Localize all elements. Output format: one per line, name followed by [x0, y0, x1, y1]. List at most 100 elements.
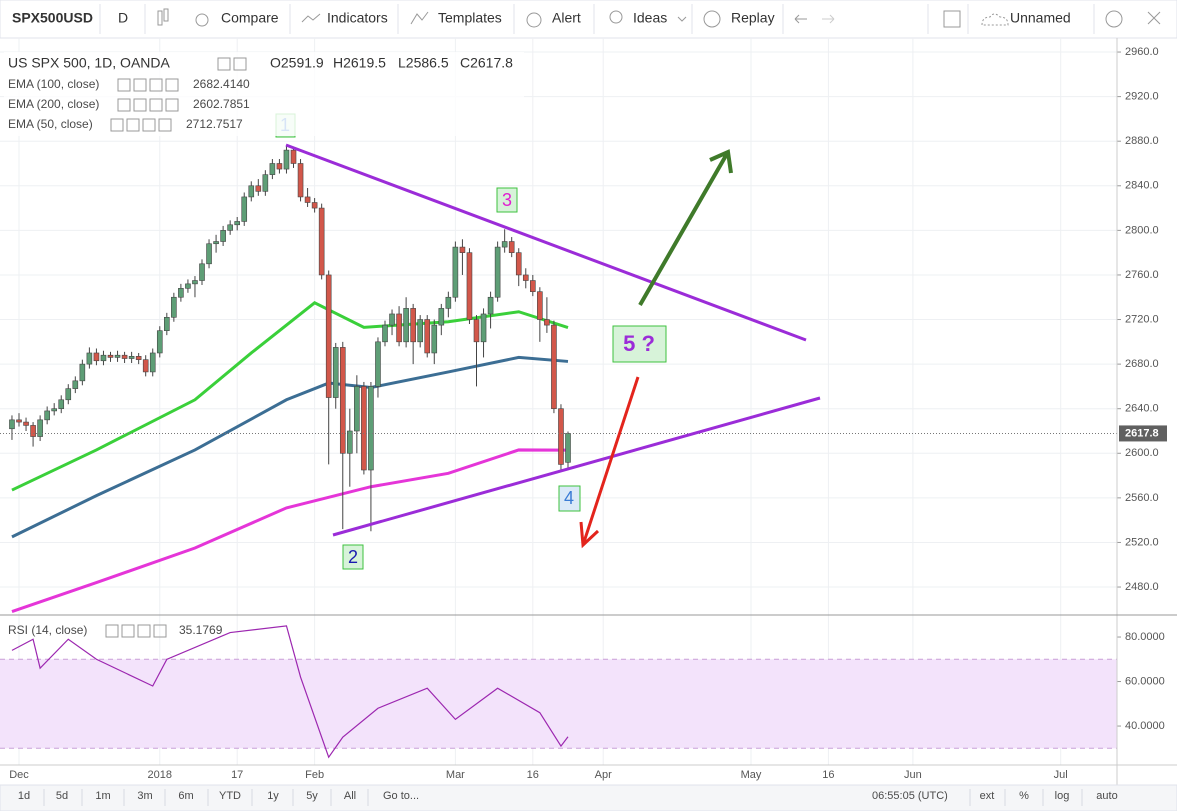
candle-body — [544, 319, 550, 326]
candle-body — [297, 163, 304, 198]
candle-body — [192, 280, 198, 285]
range-button[interactable]: 5y — [306, 790, 318, 802]
range-button[interactable]: 5d — [56, 790, 68, 802]
x-tick-label: Dec — [9, 769, 29, 781]
candle-body — [121, 354, 128, 359]
toolbar-icons — [157, 8, 1161, 28]
wave-label: 3 — [502, 190, 512, 210]
legend-bg — [4, 52, 524, 136]
wave-label-box — [612, 325, 667, 363]
candle-body — [466, 252, 473, 320]
x-tick-label: 2018 — [148, 769, 172, 781]
candle-body — [276, 163, 283, 170]
candle-body — [459, 246, 466, 253]
toolbar-button[interactable]: Replay — [731, 10, 775, 26]
scale-option[interactable]: auto — [1096, 790, 1117, 802]
candle-body — [65, 388, 72, 401]
trend-line[interactable] — [332, 396, 821, 537]
candle-body — [332, 347, 339, 398]
candle-body — [311, 202, 318, 209]
candle-body — [522, 274, 529, 281]
goto-button[interactable]: Go to... — [383, 790, 419, 802]
candle-body — [100, 354, 107, 362]
y-tick-label: 2520.0 — [1125, 536, 1159, 548]
y-tick-label: 60.0000 — [1125, 675, 1165, 687]
y-tick-label: 2960.0 — [1125, 46, 1159, 58]
candle-body — [417, 319, 423, 343]
indicator-value: 2682.4140 — [193, 77, 250, 91]
rsi-band — [0, 659, 1117, 749]
ema-line — [11, 448, 569, 613]
x-tick-label: 16 — [822, 769, 834, 781]
y-tick-label: 2640.0 — [1125, 403, 1159, 415]
candle-body — [156, 330, 163, 354]
candle-body — [220, 230, 226, 242]
scale-option[interactable]: log — [1055, 790, 1070, 802]
x-tick-label: Feb — [305, 769, 324, 781]
clock: 06:55:05 (UTC) — [872, 790, 948, 802]
top-toolbar — [0, 0, 1177, 39]
y-tick-label: 2800.0 — [1125, 224, 1159, 236]
candle-body — [382, 324, 388, 343]
last-price-label: 2617.8 — [1125, 427, 1159, 439]
candle-body — [23, 421, 29, 426]
toolbar-button[interactable]: Ideas — [633, 10, 667, 26]
scale-option[interactable]: % — [1019, 790, 1029, 802]
series-title: US SPX 500, 1D, OANDA — [8, 55, 171, 71]
arrow-down[interactable] — [579, 376, 640, 549]
legend-icons — [105, 57, 247, 638]
indicator-name: EMA (200, close) — [8, 97, 99, 111]
candle-body — [515, 252, 522, 276]
indicator-value: 2602.7851 — [193, 97, 250, 111]
y-tick-label: 2600.0 — [1125, 447, 1159, 459]
candle-body — [424, 319, 431, 354]
toolbar-button[interactable]: Compare — [221, 10, 279, 26]
scale-option[interactable]: ext — [980, 790, 995, 802]
toolbar-button[interactable]: Templates — [438, 10, 502, 26]
range-button[interactable]: 1d — [18, 790, 30, 802]
indicator-value: 2712.7517 — [186, 117, 243, 131]
layout-name[interactable]: Unnamed — [1010, 10, 1071, 26]
x-tick-label: Mar — [446, 769, 465, 781]
range-button[interactable]: 3m — [137, 790, 152, 802]
wave-label: 4 — [564, 488, 574, 508]
trend-line[interactable] — [285, 143, 807, 342]
candle-body — [79, 363, 86, 382]
toolbar-button[interactable]: Indicators — [327, 10, 388, 26]
candle-body — [438, 308, 445, 326]
candle-body — [9, 419, 15, 430]
wave-label-box — [496, 187, 518, 213]
range-button[interactable]: 1y — [267, 790, 279, 802]
candle-body — [142, 359, 149, 373]
rsi-line — [11, 625, 569, 759]
candle-body — [255, 185, 262, 192]
candle-body — [58, 399, 65, 409]
candle-body — [128, 356, 135, 359]
candle-body — [44, 410, 50, 421]
candle-body — [325, 274, 332, 398]
y-tick-label: 2920.0 — [1125, 91, 1159, 103]
range-button[interactable]: 6m — [178, 790, 193, 802]
candle-body — [185, 283, 191, 289]
candle-body — [51, 408, 57, 412]
symbol[interactable]: SPX500USD — [12, 10, 93, 26]
candle-body — [347, 430, 353, 454]
range-button[interactable]: 1m — [95, 790, 110, 802]
candle-body — [241, 196, 248, 222]
y-tick-label: 80.0000 — [1125, 631, 1165, 643]
candle-body — [114, 354, 121, 358]
candle-body — [403, 308, 409, 343]
candle-body — [396, 313, 402, 343]
candle-body — [93, 352, 100, 362]
candle-body — [199, 263, 205, 281]
range-button[interactable]: YTD — [219, 790, 241, 802]
interval[interactable]: D — [118, 10, 128, 26]
arrow-up[interactable] — [638, 149, 733, 306]
toolbar-button[interactable]: Alert — [552, 10, 581, 26]
y-tick-label: 2880.0 — [1125, 135, 1159, 147]
range-button[interactable]: All — [344, 790, 356, 802]
candle-body — [16, 419, 22, 423]
ohlc-value: H2619.5 — [333, 55, 386, 71]
x-tick-label: 16 — [527, 769, 539, 781]
candle-body — [234, 221, 240, 226]
